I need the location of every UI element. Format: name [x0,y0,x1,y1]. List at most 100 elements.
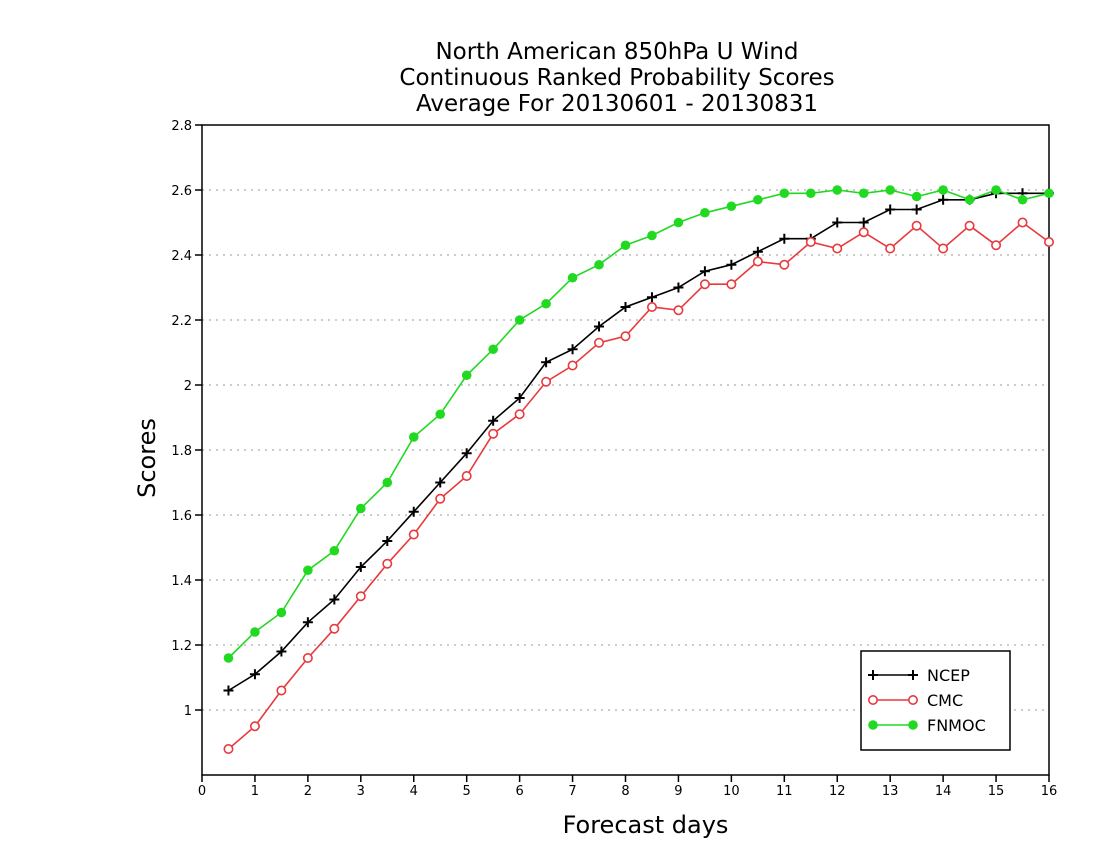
data-point [620,302,631,312]
data-point [408,529,419,540]
data-point [276,685,287,696]
data-point [885,243,896,254]
data-point [805,237,816,248]
data-point [223,685,234,696]
data-point [302,617,313,628]
data-point [646,292,657,303]
data-point [699,279,710,290]
data-point [1044,237,1055,248]
data-point [514,315,525,325]
legend-item-fnmoc: FNMOC [868,716,986,735]
x-tick-label: 10 [723,784,740,799]
data-point [382,536,393,546]
x-tick-label: 2 [304,784,312,799]
data-point [908,670,918,680]
series-line [227,221,1050,750]
legend-item-ncep: NCEP [868,666,970,685]
y-tick-label: 1 [184,704,192,719]
data-point [250,627,260,637]
data-point [541,298,551,309]
data-point [726,259,737,270]
chart-title-line: North American 850hPa U Wind [435,39,798,65]
x-tick-label: 9 [674,784,682,799]
data-point [567,344,578,355]
data-point [461,370,472,381]
data-point [594,321,605,332]
data-point [408,506,419,517]
data-point [752,256,763,267]
data-point [907,694,918,705]
data-point [514,409,525,420]
y-tick-label: 1.4 [171,574,192,589]
x-tick-label: 6 [515,784,523,799]
data-point [908,720,918,730]
series-line [227,189,1050,659]
series [223,185,1055,754]
data-point [673,282,684,293]
data-point [620,331,631,342]
x-tick-label: 4 [410,784,418,799]
x-axis-label: Forecast days [563,811,729,839]
data-point [303,565,313,576]
data-point [567,360,578,371]
data-point [594,259,604,270]
data-point [646,301,657,312]
data-point [329,545,340,556]
data-point [488,415,499,426]
data-point [249,721,260,732]
y-tick-label: 1.8 [171,444,192,459]
data-point [329,623,340,634]
x-tick-label: 7 [568,784,576,799]
data-point [938,185,948,195]
data-point [911,220,922,231]
data-point [329,594,340,605]
data-point [488,344,498,355]
data-point [991,240,1002,251]
x-axis: 0 1 2 3 4 5 6 7 8 9 10 11 12 13 14 15 16 [198,775,1057,799]
data-point [911,204,922,215]
data-point [726,279,737,290]
data-point [868,670,878,680]
series-cmc [223,217,1055,754]
chart-title-line: Average For 20130601 - 20130831 [416,91,818,117]
x-tick-label: 12 [829,784,846,799]
chart-title-line: Continuous Ranked Probability Scores [399,65,834,91]
legend: NCEP CMC FNMOC [860,650,1011,751]
data-point [276,607,287,618]
data-point [488,428,499,439]
data-point [356,503,366,514]
legend-label: NCEP [927,666,970,685]
data-point [541,357,552,368]
data-point [567,272,578,283]
data-point [673,217,684,228]
y-tick-label: 1.2 [171,639,192,654]
x-tick-label: 13 [882,784,899,799]
y-tick-label: 1.6 [171,509,192,524]
data-point [885,204,896,215]
y-axis-label: Scores [133,418,161,498]
data-point [699,266,710,277]
series-line [228,192,1049,692]
data-point [938,194,949,205]
data-point [302,652,313,663]
data-point [938,243,949,254]
y-tick-label: 2.4 [171,249,192,264]
x-tick-label: 15 [988,784,1005,799]
x-tick-label: 11 [776,784,793,799]
data-point [1017,217,1028,228]
data-point [276,646,287,657]
data-point [964,220,975,231]
legend-label: CMC [927,691,963,710]
data-point [594,337,605,348]
data-point [752,246,763,257]
data-point [700,207,710,218]
data-point [858,217,869,228]
data-point [779,188,790,199]
data-point [779,233,790,244]
x-tick-label: 5 [463,784,471,799]
data-point [355,562,366,572]
y-tick-label: 2.2 [171,314,192,329]
x-tick-label: 1 [251,784,259,799]
data-point [223,743,234,754]
